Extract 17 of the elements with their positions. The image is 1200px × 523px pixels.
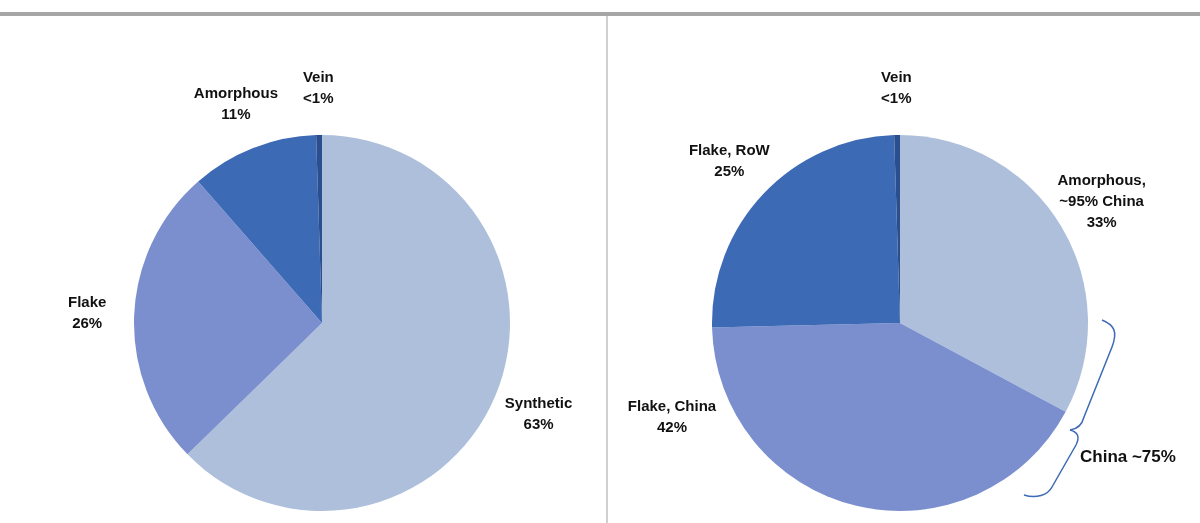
data-label: 26% bbox=[72, 314, 103, 332]
data-label: 33% bbox=[1086, 213, 1117, 231]
slice-label: Flake, RoW bbox=[688, 141, 771, 159]
slice-label: Vein bbox=[302, 67, 334, 85]
data-label: 63% bbox=[523, 414, 554, 432]
slice-label: Flake bbox=[68, 293, 107, 311]
data-label: 25% bbox=[714, 162, 745, 180]
text: China ~75% bbox=[1080, 447, 1176, 467]
slice-label: Amorphous, ~95% China bbox=[1057, 171, 1146, 210]
slice-label: Synthetic bbox=[504, 393, 573, 411]
slice-label: Amorphous bbox=[193, 83, 278, 101]
data-label: 11% bbox=[221, 104, 251, 122]
data-label: 42% bbox=[656, 417, 688, 435]
data-label: <1% bbox=[881, 88, 912, 106]
data-label: <1% bbox=[303, 88, 334, 106]
slice-label: Flake, China bbox=[627, 396, 717, 414]
slice-label: Vein bbox=[880, 67, 912, 85]
